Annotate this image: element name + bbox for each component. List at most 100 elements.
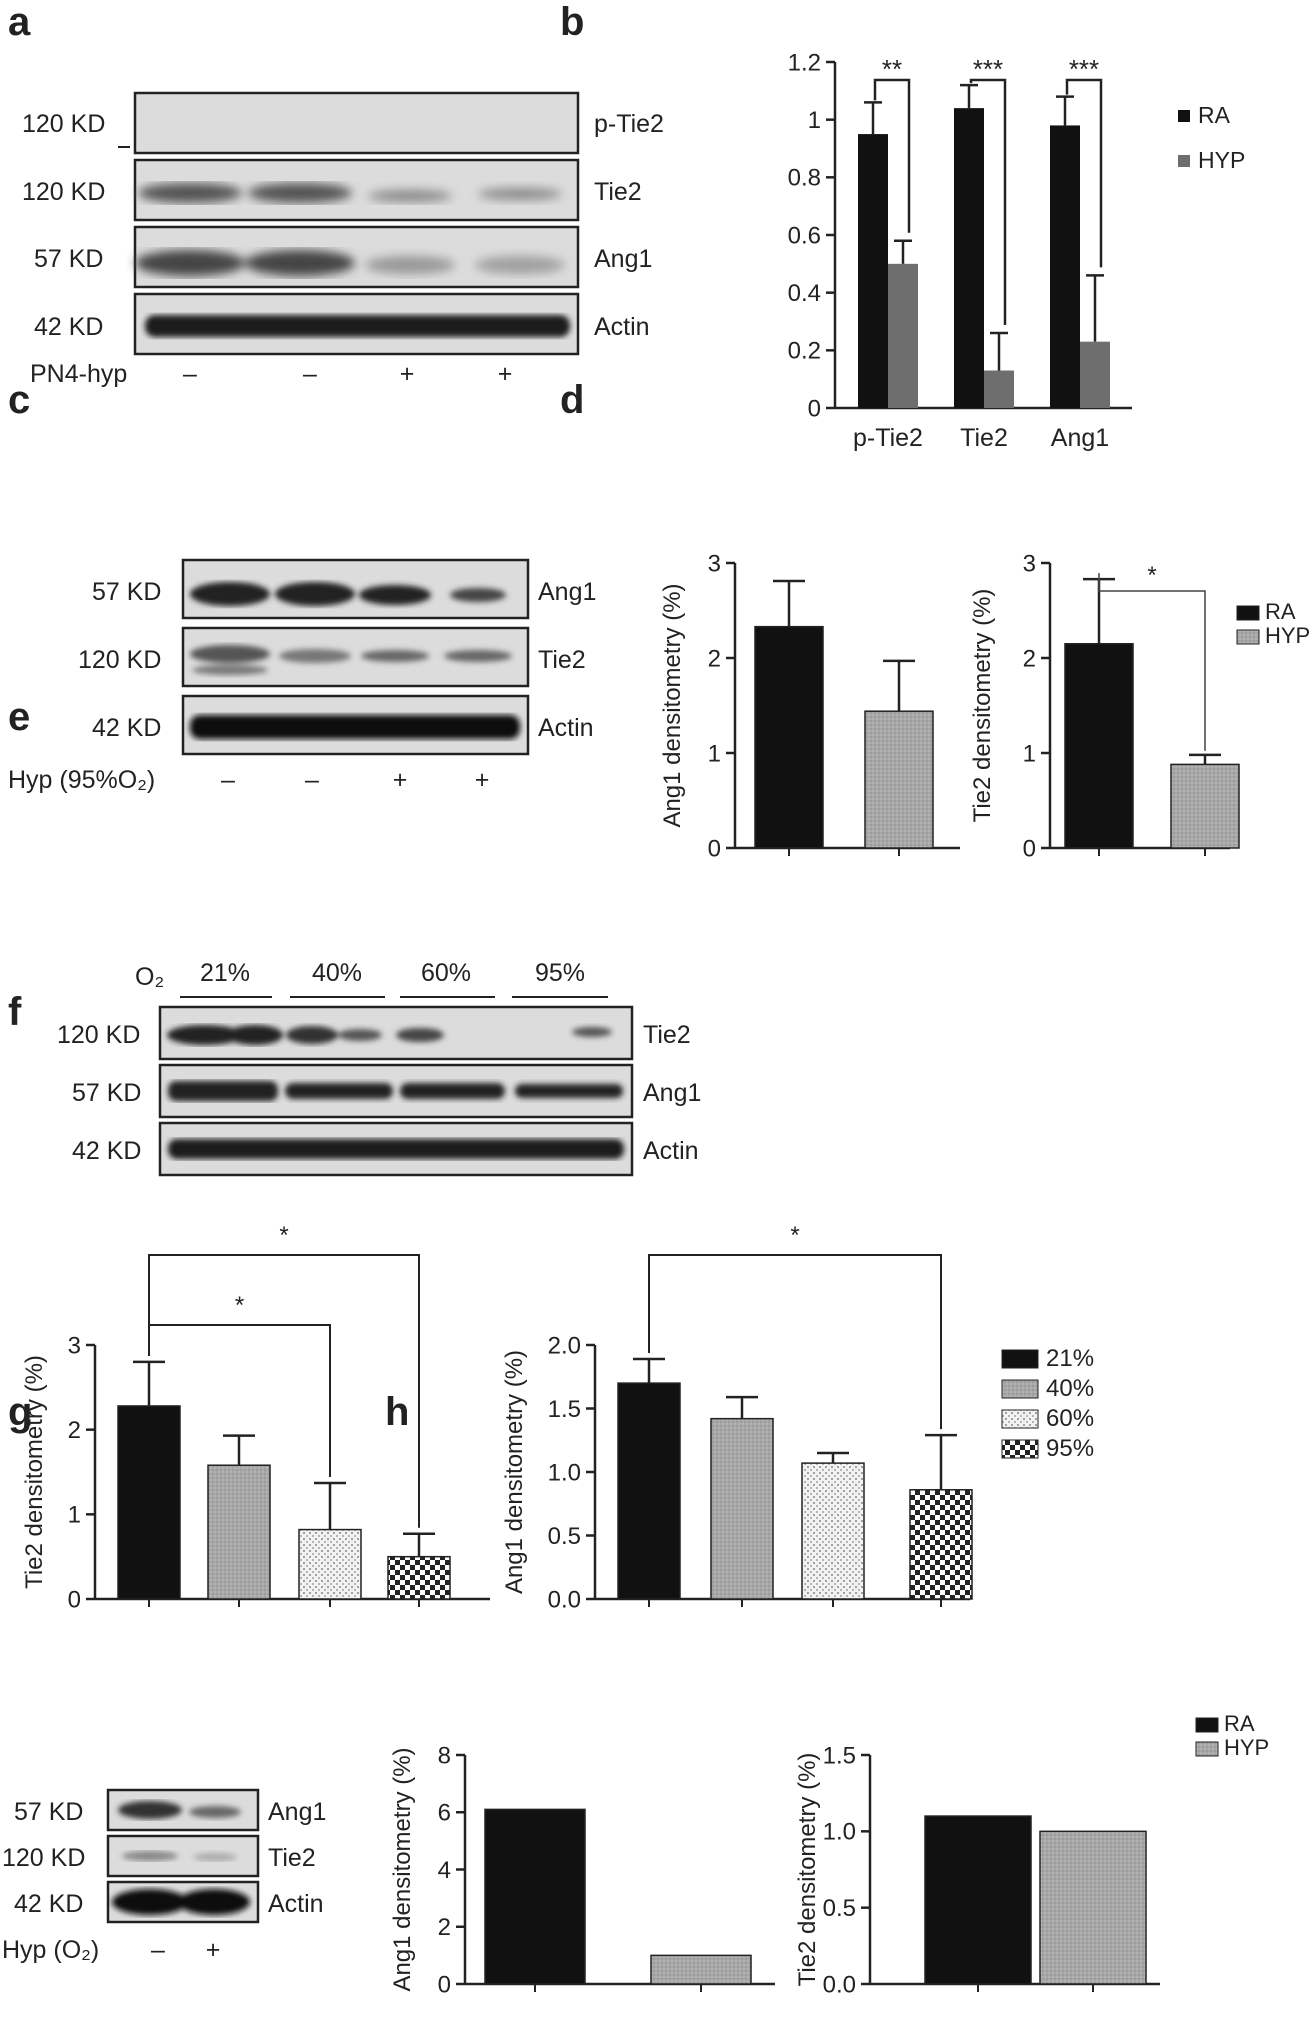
legend-swatch-ra: [1236, 605, 1260, 621]
y-tick-label: 2: [1023, 645, 1036, 672]
blot-e-protein-1: Tie2: [643, 1021, 691, 1049]
panel-label-c: c: [8, 378, 31, 422]
legend-swatch-hyp: [1195, 1741, 1219, 1757]
y-tick-label: 0.8: [788, 165, 821, 192]
western-blot-g: 57 KD 120 KD 42 KD Ang1 Tie2 Actin Hyp (…: [2, 1788, 326, 1964]
y-tick-label: 0.0: [823, 1971, 856, 1998]
significance-bracket: [1065, 78, 1103, 268]
blot-e-group-1: 21%: [200, 959, 250, 987]
panel-label-a: a: [8, 0, 31, 44]
y-axis-label: Tie2 densitometry (%): [969, 589, 996, 823]
chart-h1: 0 2 4 6 8 Ang1 densitometry (%): [389, 1742, 775, 1998]
significance-marker: **: [882, 54, 902, 84]
blot-a-protein-2: Tie2: [594, 178, 642, 206]
panel-label-f: f: [8, 990, 22, 1034]
western-blot-c: 57 KD 120 KD 42 KD Ang1 Tie2 Actin Hyp (…: [8, 558, 596, 794]
y-tick-label: 0: [808, 395, 821, 422]
y-tick-label: 1.2: [788, 49, 821, 76]
y-tick-label: 3: [708, 550, 721, 577]
bar-ra: [924, 1815, 1032, 1985]
western-blot-e-panel: O₂ 21% 40% 60% 95% 120 K: [57, 959, 701, 1177]
blot-g-row-tie2: [106, 1834, 260, 1878]
chart-d1: 0 1 2 3 Ang1 densitometry (%): [659, 550, 960, 862]
panel-label-h: h: [385, 1390, 410, 1434]
bar-hyp-tie2: [984, 370, 1014, 408]
x-tick-label: Tie2: [960, 424, 1008, 452]
blot-g-kd-2: 120 KD: [2, 1844, 85, 1872]
y-tick-label: 0.6: [788, 222, 821, 249]
y-tick-label: 1: [1023, 740, 1036, 767]
bar-21pct: [117, 1405, 181, 1600]
blot-c-row-actin: [181, 694, 530, 756]
bar-hyp-p-tie2: [888, 263, 918, 408]
legend-label-21pct: 21%: [1046, 1345, 1094, 1372]
significance-bracket: [969, 78, 1007, 326]
legend-swatch-60pct: [1001, 1409, 1039, 1429]
legend-swatch-21pct: [1001, 1349, 1039, 1369]
bar-hyp: [1170, 763, 1240, 849]
y-axis-label: Ang1 densitometry (%): [389, 1747, 416, 1991]
y-axis-label: Tie2 densitometry (%): [21, 1355, 48, 1589]
bar-ra-p-tie2: [858, 134, 888, 408]
bar-60pct: [298, 1528, 362, 1600]
bar-95pct: [387, 1555, 451, 1600]
bar-ra-tie2: [954, 108, 984, 408]
y-tick-label: 0: [438, 1971, 451, 1998]
blot-g-lane-1: –: [151, 1936, 165, 1964]
blot-e-kd-2: 57 KD: [72, 1079, 141, 1107]
blot-a-condition: PN4-hyp: [30, 360, 127, 388]
bar-hyp: [864, 710, 934, 849]
blot-c-protein-3: Actin: [538, 714, 594, 742]
significance-bracket: [1098, 573, 1206, 751]
significance-marker: ***: [973, 54, 1003, 84]
y-axis-label: Tie2 densitometry (%): [794, 1753, 821, 1987]
y-tick-label: 2: [68, 1417, 81, 1444]
y-tick-label: 1.5: [823, 1742, 856, 1769]
chart-f1: 0 1 2 3 Tie2 densitometry (%) * *: [21, 1225, 490, 1613]
blot-a-lane-1: –: [183, 360, 197, 388]
blot-g-protein-1: Ang1: [268, 1798, 326, 1826]
blot-c-row-tie2: [181, 626, 530, 688]
blot-c-kd-2: 120 KD: [78, 646, 161, 674]
legend-label-hyp: HYP: [1265, 623, 1310, 648]
y-tick-label: 0: [708, 835, 721, 862]
y-tick-label: 0.5: [823, 1895, 856, 1922]
legend-label-hyp: HYP: [1198, 147, 1245, 173]
significance-marker: *: [279, 1225, 288, 1249]
y-tick-label: 1.0: [823, 1819, 856, 1846]
blot-g-kd-1: 57 KD: [14, 1798, 83, 1826]
panel-label-b: b: [560, 0, 585, 44]
blot-a-kd-1: 120 KD: [22, 110, 105, 138]
blot-c-lane-2: –: [305, 766, 319, 794]
blot-g-kd-3: 42 KD: [14, 1890, 83, 1918]
y-tick-label: 1: [808, 107, 821, 134]
blot-e-row-tie2: [158, 1005, 634, 1061]
chart-b: 0 0.2 0.4 0.6 0.8 1 1.2 p-Tie2 ** Tie2 *** Ang1 *** R…: [788, 49, 1246, 452]
bar-ra: [754, 625, 824, 849]
blot-a-kd-2: 120 KD: [22, 178, 105, 206]
blot-c-kd-3: 42 KD: [92, 714, 161, 742]
panel-label-e: e: [8, 695, 31, 739]
legend-swatch-hyp: [1178, 155, 1190, 167]
y-tick-label: 3: [1023, 550, 1036, 577]
blot-c-lane-4: +: [475, 766, 490, 794]
bar-40pct: [207, 1464, 271, 1600]
blot-g-lane-2: +: [206, 1936, 221, 1964]
significance-bracket: [148, 1254, 420, 1528]
blot-e-protein-2: Ang1: [643, 1079, 701, 1107]
blot-c-lane-1: –: [221, 766, 235, 794]
panel-label-d: d: [560, 378, 585, 422]
blot-a-row-ptie2: [133, 91, 580, 155]
bar-40pct: [710, 1417, 774, 1600]
y-tick-label: 2: [438, 1914, 451, 1941]
y-axis-label: Ang1 densitometry (%): [659, 583, 686, 827]
y-tick-label: 1: [708, 740, 721, 767]
y-tick-label: 8: [438, 1742, 451, 1769]
panel-label-g: g: [8, 1390, 33, 1434]
legend-label-hyp: HYP: [1224, 1735, 1269, 1760]
blot-g-row-ang1: [106, 1788, 260, 1832]
y-tick-label: 2: [708, 645, 721, 672]
significance-marker: ***: [1069, 54, 1099, 84]
